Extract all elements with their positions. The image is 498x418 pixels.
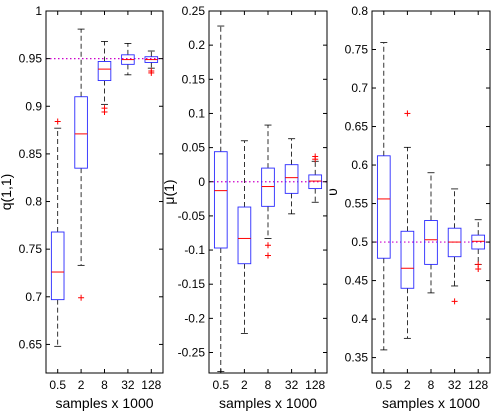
box-8: [261, 124, 275, 259]
box-0.5: [213, 25, 228, 373]
box-128: [471, 219, 486, 273]
x-tick-label: 0.5: [212, 378, 229, 392]
y-tick-label: 0.8: [351, 4, 368, 18]
box-iqr: [308, 174, 323, 190]
outlier-marker: [265, 252, 271, 259]
y-axis-label: υ: [324, 188, 340, 196]
axes-frame: [208, 10, 328, 374]
y-tick-label: 0.5: [351, 235, 368, 249]
y-tick-label: -0.1: [184, 243, 205, 257]
outlier-marker: [101, 108, 108, 115]
x-tick-label: 128: [141, 378, 161, 392]
box-2: [237, 140, 252, 334]
y-tick-label: -0.2: [184, 311, 205, 325]
y-tick-label: 0.25: [182, 4, 206, 18]
x-tick-label: 8: [101, 378, 108, 392]
box-0.5: [50, 118, 65, 347]
y-tick-label: -0.05: [178, 209, 206, 223]
y-tick-label: 0.2: [188, 38, 205, 52]
box-32: [447, 188, 462, 305]
outlier-marker: [265, 242, 271, 249]
y-tick-label: -0.25: [178, 346, 206, 360]
y-axis-label: μ(1): [161, 179, 177, 204]
box-iqr: [376, 155, 391, 259]
panel-2: -0.25 -0.2 -0.15 -0.1 -0.05 0 0.05 0.1 0.15 0.2 0.…: [161, 4, 328, 411]
panel-1: 0.65 0.7 0.75 0.8 0.85 0.9 0.95 1 0.5 2 8 32 128 samp…: [0, 4, 164, 411]
y-tick-label: 1: [35, 4, 42, 18]
y-tick-label: 0.6: [351, 158, 368, 172]
outlier-marker: [404, 110, 411, 117]
y-tick-label: 0.55: [345, 197, 369, 211]
box-0.5: [376, 42, 391, 351]
x-tick-label: 8: [265, 378, 272, 392]
box-128: [308, 153, 323, 203]
y-tick-label: 0.7: [25, 290, 42, 304]
x-tick-label: 2: [78, 378, 85, 392]
y-tick-label: 0.7: [351, 81, 368, 95]
x-tick-label: 0.5: [49, 378, 66, 392]
x-tick-label: 32: [448, 378, 462, 392]
box-iqr: [471, 234, 486, 250]
outlier-marker: [312, 153, 319, 160]
x-tick-label: 8: [428, 378, 435, 392]
outlier-marker: [54, 118, 61, 125]
y-tick-label: 0: [198, 175, 205, 189]
y-tick-label: 0.35: [345, 351, 369, 365]
box-2: [74, 28, 88, 301]
x-tick-label: 32: [285, 378, 299, 392]
y-tick-label: 0.05: [182, 141, 206, 155]
y-tick-label: 0.85: [19, 147, 43, 161]
x-tick-label: 32: [121, 378, 135, 392]
box-iqr: [424, 220, 438, 265]
y-tick-label: 0.4: [351, 312, 368, 326]
y-tick-label: 0.15: [182, 72, 206, 86]
y-tick-label: 0.1: [188, 106, 205, 120]
y-axis-label: q(1,1): [0, 174, 14, 211]
outlier-marker: [451, 298, 458, 305]
outlier-marker: [148, 69, 155, 76]
x-axis-label: samples x 1000: [219, 395, 317, 411]
y-tick-label: 0.9: [25, 99, 42, 113]
y-tick-label: 0.8: [25, 195, 42, 209]
y-tick-label: 0.75: [345, 43, 369, 57]
x-tick-label: 128: [468, 378, 488, 392]
box-32: [284, 138, 299, 215]
box-8: [97, 41, 112, 115]
box-iqr: [237, 206, 252, 265]
box-iqr: [97, 61, 112, 81]
y-tick-label: 0.45: [345, 274, 369, 288]
x-axis-label: samples x 1000: [55, 395, 153, 411]
box-iqr: [400, 230, 415, 289]
y-tick-label: -0.15: [178, 277, 206, 291]
y-tick-label: 0.65: [19, 337, 43, 351]
box-128: [144, 50, 159, 76]
box-iqr: [50, 231, 65, 301]
x-tick-label: 2: [404, 378, 411, 392]
box-32: [121, 42, 135, 76]
y-tick-label: 0.65: [345, 120, 369, 134]
box-2: [400, 110, 415, 339]
x-tick-label: 128: [305, 378, 325, 392]
box-8: [424, 172, 438, 294]
x-tick-label: 2: [241, 378, 248, 392]
y-tick-label: 0.75: [19, 242, 43, 256]
box-iqr: [213, 151, 228, 249]
outlier-marker: [78, 294, 85, 301]
panel-3: 0.35 0.4 0.45 0.5 0.55 0.6 0.65 0.7 0.75 0.8 0.5 2 8…: [324, 4, 491, 411]
x-axis-label: samples x 1000: [382, 395, 480, 411]
box-iqr: [74, 96, 88, 169]
box-iqr: [284, 164, 299, 194]
y-tick-label: 0.95: [19, 52, 43, 66]
axes-frame: [45, 10, 164, 374]
outlier-marker: [475, 261, 482, 268]
x-tick-label: 0.5: [375, 378, 392, 392]
box-iqr: [261, 167, 275, 207]
